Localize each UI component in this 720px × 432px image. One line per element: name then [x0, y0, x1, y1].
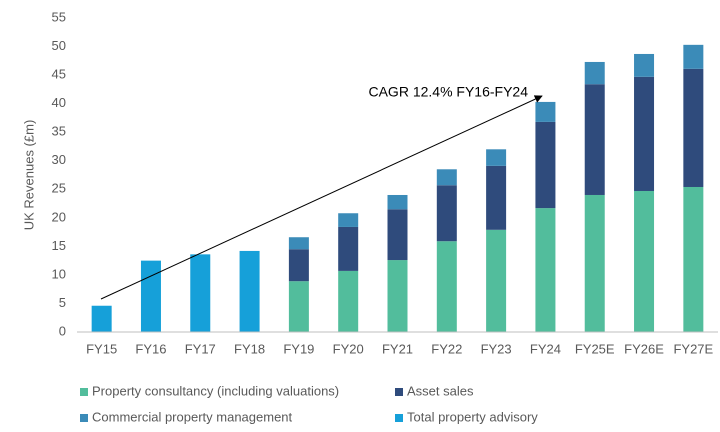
bar-segment	[535, 121, 556, 209]
y-tick-label: 50	[52, 38, 66, 53]
bar-segment	[683, 44, 704, 69]
y-tick-label: 30	[52, 152, 66, 167]
x-tick-label: FY22	[431, 341, 462, 356]
cagr-arrow	[100, 95, 543, 300]
legend-label: Asset sales	[407, 383, 474, 398]
y-tick-label: 15	[52, 238, 66, 253]
y-axis-title: UK Revenues (£m)	[21, 120, 36, 231]
legend-swatch	[395, 388, 403, 396]
bar-segment	[683, 186, 704, 332]
bar-segment	[436, 169, 457, 186]
x-tick-label: FY16	[135, 341, 166, 356]
bar-segment	[584, 61, 605, 85]
y-tick-label: 10	[52, 266, 66, 281]
bar-segment	[634, 76, 655, 191]
x-tick-label: FY20	[333, 341, 364, 356]
x-tick-label: FY24	[530, 341, 561, 356]
y-tick-label: 40	[52, 95, 66, 110]
x-tick-label: FY19	[283, 341, 314, 356]
bar-segment	[140, 260, 161, 332]
bar-segment	[634, 53, 655, 77]
legend-label: Total property advisory	[407, 409, 538, 424]
legend-swatch	[80, 414, 88, 422]
bar-segment	[288, 281, 309, 332]
y-tick-label: 55	[52, 9, 66, 24]
bar-segment	[387, 194, 408, 210]
bar-segment	[288, 237, 309, 250]
bar-segment	[535, 101, 556, 122]
bar-segment	[486, 229, 507, 332]
bar-segment	[288, 249, 309, 282]
y-tick-label: 0	[59, 323, 66, 338]
bar-segment	[584, 84, 605, 195]
bar-segment	[338, 213, 359, 227]
x-tick-label: FY26E	[624, 341, 664, 356]
bar-segment	[91, 305, 112, 332]
bar-segment	[486, 165, 507, 230]
y-tick-label: 5	[59, 295, 66, 310]
bar-segment	[584, 194, 605, 332]
bar-segment	[239, 250, 260, 332]
x-tick-label: FY27E	[673, 341, 713, 356]
bar-segment	[436, 185, 457, 242]
bar-segment	[486, 149, 507, 166]
legend-label: Property consultancy (including valuatio…	[92, 383, 339, 398]
bar-segment	[634, 190, 655, 332]
x-tick-label: FY15	[86, 341, 117, 356]
y-tick-label: 45	[52, 67, 66, 82]
y-tick-label: 20	[52, 209, 66, 224]
legend-swatch	[80, 388, 88, 396]
x-tick-label: FY18	[234, 341, 265, 356]
bar-segment	[190, 254, 211, 332]
annotation: CAGR 12.4% FY16-FY24	[368, 84, 528, 100]
bar-segment	[683, 68, 704, 187]
bar-segment	[338, 226, 359, 271]
y-tick-label: 35	[52, 124, 66, 139]
x-tick-label: FY23	[481, 341, 512, 356]
bar-segment	[535, 208, 556, 332]
bar-segment	[338, 270, 359, 332]
legend-label: Commercial property management	[92, 409, 293, 424]
legend-swatch	[395, 414, 403, 422]
y-tick-label: 25	[52, 181, 66, 196]
bar-segment	[387, 209, 408, 261]
x-tick-label: FY21	[382, 341, 413, 356]
bar-segment	[436, 241, 457, 332]
bar-segment	[387, 260, 408, 332]
x-tick-label: FY17	[185, 341, 216, 356]
x-tick-label: FY25E	[575, 341, 615, 356]
